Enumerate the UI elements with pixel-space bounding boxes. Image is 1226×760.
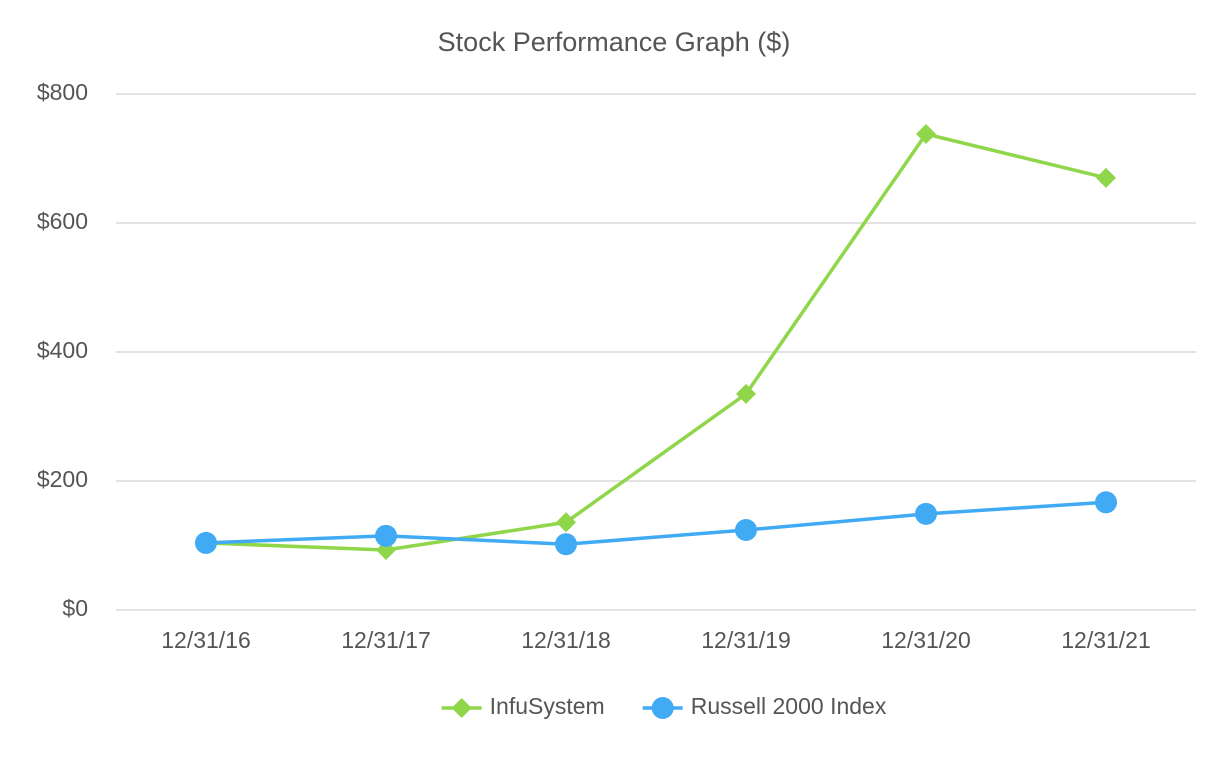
data-point <box>375 524 397 547</box>
x-tick-label: 12/31/20 <box>881 627 971 653</box>
data-point <box>736 383 756 404</box>
legend-marker <box>651 697 674 719</box>
x-tick-label: 12/31/21 <box>1061 627 1151 653</box>
data-point <box>735 519 757 542</box>
data-point <box>915 502 937 525</box>
y-tick-label: $200 <box>37 466 88 492</box>
data-point <box>556 512 576 533</box>
data-point <box>1096 167 1116 188</box>
y-tick-label: $0 <box>62 595 88 621</box>
x-tick-label: 12/31/16 <box>161 627 251 653</box>
x-tick-label: 12/31/18 <box>521 627 611 653</box>
legend-label: InfuSystem <box>490 693 605 719</box>
y-tick-label: $600 <box>37 208 88 234</box>
legend-marker <box>451 698 472 718</box>
x-tick-label: 12/31/19 <box>701 627 791 653</box>
data-point <box>195 531 217 554</box>
y-tick-label: $400 <box>37 337 88 363</box>
data-point <box>1095 491 1117 514</box>
legend-label: Russell 2000 Index <box>691 693 887 719</box>
y-tick-label: $800 <box>37 79 88 105</box>
series-line <box>205 132 1107 552</box>
data-point <box>555 533 577 556</box>
data-point <box>916 123 936 144</box>
legend: InfuSystem Russell 2000 Index <box>441 693 887 719</box>
series-line <box>205 500 1107 546</box>
chart-title: Stock Performance Graph ($) <box>438 27 791 57</box>
x-tick-label: 12/31/17 <box>341 627 431 653</box>
